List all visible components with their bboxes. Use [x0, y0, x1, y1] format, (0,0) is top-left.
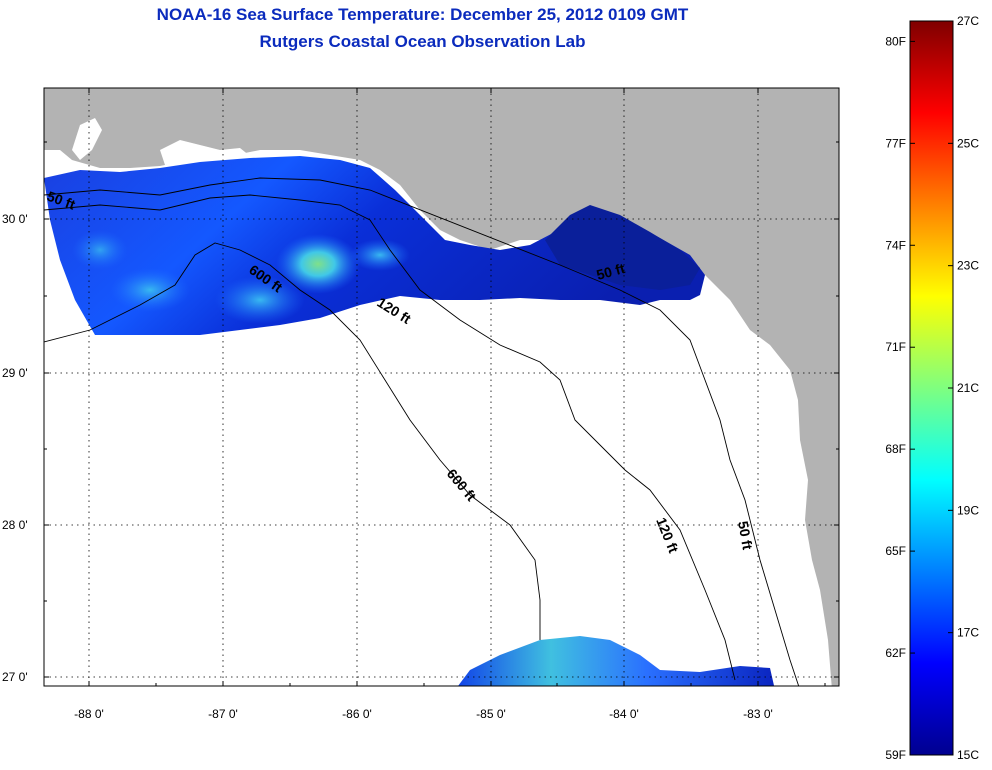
cyan-patch [110, 268, 190, 312]
map-frame [43, 87, 840, 687]
celsius-label: 19C [957, 503, 979, 517]
fahrenheit-label: 68F [885, 442, 906, 456]
fahrenheit-label: 65F [885, 544, 906, 558]
axis-ticks [44, 88, 839, 686]
land-mass [44, 88, 839, 686]
celsius-label: 27C [957, 14, 979, 28]
celsius-label: 21C [957, 381, 979, 395]
cyan-patch [72, 230, 128, 270]
coastal-water [545, 205, 700, 290]
fahrenheit-label: 59F [885, 748, 906, 762]
contour-label: 50 ft [735, 520, 756, 551]
fahrenheit-label: 71F [885, 340, 906, 354]
fahrenheit-label: 62F [885, 646, 906, 660]
map-title: NOAA-16 Sea Surface Temperature: Decembe… [156, 5, 689, 24]
isobath-120ft [44, 194, 736, 681]
bay-inlet [72, 118, 102, 160]
lon-label: -86 0' [342, 707, 372, 721]
lon-label: -83 0' [743, 707, 773, 721]
map-subtitle: Rutgers Coastal Ocean Observation Lab [259, 32, 586, 51]
lon-label: -84 0' [609, 707, 639, 721]
fahrenheit-label: 80F [885, 34, 906, 48]
celsius-label: 23C [957, 259, 979, 273]
isobath-600ft [44, 242, 541, 640]
celsius-label: 17C [957, 626, 979, 640]
lat-label: 30 0' [2, 212, 28, 226]
isobath-50ft [44, 177, 800, 686]
gridlines [44, 88, 839, 686]
bay-inlet [160, 140, 250, 165]
lat-label: 27 0' [2, 670, 28, 684]
colorbar-gradient [909, 20, 954, 756]
sst-swath-south [458, 636, 775, 686]
lat-label: 28 0' [2, 518, 28, 532]
celsius-label: 25C [957, 136, 979, 150]
lon-label: -88 0' [74, 707, 104, 721]
lon-label: -87 0' [208, 707, 238, 721]
cyan-patch [215, 276, 305, 324]
fahrenheit-label: 74F [885, 238, 906, 252]
contour-label: 50 ft [595, 260, 627, 283]
cyan-patch [350, 239, 410, 271]
lon-label: -85 0' [476, 707, 506, 721]
warm-patch [276, 234, 360, 294]
fahrenheit-label: 77F [885, 136, 906, 150]
lat-label: 29 0' [2, 366, 28, 380]
celsius-label: 15C [957, 748, 979, 762]
